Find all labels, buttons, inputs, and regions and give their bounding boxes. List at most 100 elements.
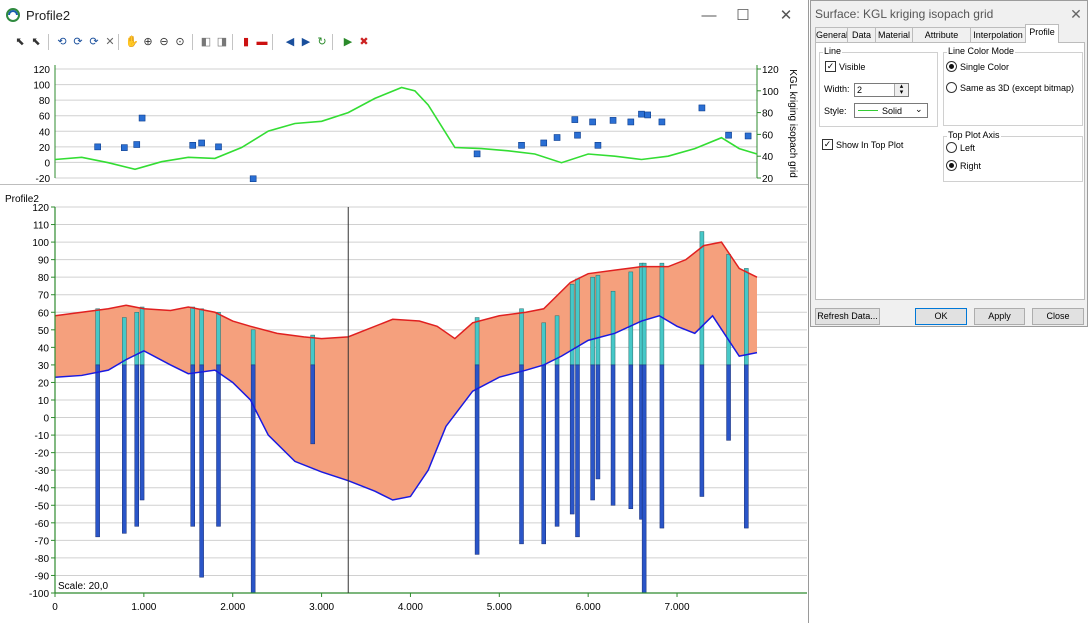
y-left-tick-label: 40: [39, 127, 51, 138]
y-tick-label: -20: [35, 449, 50, 460]
select-multi-icon[interactable]: ⬉: [31, 36, 41, 48]
refresh-data-button[interactable]: Refresh Data...: [815, 308, 880, 325]
drill-hole: [216, 364, 221, 527]
close-button[interactable]: ✕: [779, 7, 793, 24]
show-top-plot-label: Show In Top Plot: [836, 140, 904, 150]
drill-hole: [744, 364, 749, 529]
dialog-close-icon[interactable]: ✕: [1070, 6, 1082, 22]
drill-hole: [628, 271, 634, 366]
y-tick-label: -80: [35, 554, 50, 565]
y-left-tick-label: 60: [39, 112, 51, 123]
drill-hole: [699, 231, 705, 366]
drill-hole: [250, 364, 256, 594]
drill-hole: [199, 364, 204, 578]
show-top-plot-checkbox[interactable]: ✓: [822, 139, 833, 150]
prev-view-icon[interactable]: ◧: [200, 36, 212, 48]
y-tick-label: 10: [38, 396, 50, 407]
drill-hole: [474, 317, 480, 366]
red-line-icon[interactable]: ▬: [256, 36, 268, 48]
y-left-tick-label: 20: [39, 143, 51, 154]
title-bar: Profile2 — ☐ ✕: [0, 0, 808, 32]
drill-add-icon[interactable]: ▶: [343, 36, 353, 48]
left-axis-radio[interactable]: [946, 142, 957, 153]
right-axis-label: KGL kriging isopach grid: [787, 69, 798, 178]
drill-hole: [216, 312, 221, 366]
data-point: [249, 175, 257, 182]
data-point: [589, 118, 596, 126]
toolbar-separator: [48, 34, 49, 50]
maximize-button[interactable]: ☐: [736, 7, 750, 24]
plot-divider[interactable]: [0, 184, 808, 185]
minimize-button[interactable]: —: [701, 7, 717, 24]
drill-hole: [595, 364, 601, 480]
ok-button[interactable]: OK: [915, 308, 967, 325]
x-tick-label: 6.000: [576, 602, 601, 613]
right-axis-radio[interactable]: [946, 160, 957, 171]
y-tick-label: 40: [38, 343, 50, 354]
drill-hole: [628, 364, 634, 510]
zoom-in-icon[interactable]: ⊕: [143, 36, 153, 48]
y-left-tick-label: 0: [44, 158, 50, 169]
apply-button[interactable]: Apply: [974, 308, 1025, 325]
tab-interpolation[interactable]: Interpolation: [970, 27, 1026, 42]
y-tick-label: -90: [35, 571, 50, 582]
left-axis-label: Left: [960, 143, 976, 153]
x-tick-label: 5.000: [487, 602, 512, 613]
same-as-3d-label: Same as 3D (except bitmap): [960, 83, 1075, 93]
pan-hand-icon[interactable]: ✋: [125, 36, 139, 48]
bottom-surface-line: [54, 314, 758, 501]
chevron-down-icon: ⌄: [915, 104, 923, 114]
drill-remove-icon[interactable]: ✖: [359, 36, 369, 48]
same-as-3d-radio[interactable]: [946, 82, 957, 93]
tab-data[interactable]: Data: [847, 27, 876, 42]
y-tick-label: -30: [35, 466, 50, 477]
tab-general[interactable]: General: [815, 27, 848, 42]
data-point: [553, 134, 561, 141]
dialog-title: Surface: KGL kriging isopach grid: [815, 7, 994, 21]
drill-hole: [134, 364, 140, 527]
select-arrow-icon[interactable]: ⬉: [15, 36, 25, 48]
drill-hole: [569, 364, 575, 515]
style-dropdown[interactable]: Solid ⌄: [854, 103, 928, 118]
drill-hole: [590, 364, 595, 501]
zoom-fit-icon[interactable]: ⊙: [175, 36, 185, 48]
data-point: [574, 131, 581, 139]
y-tick-label: 20: [38, 378, 50, 389]
data-point: [540, 139, 548, 147]
toolbar-separator: [232, 34, 233, 50]
drill-hole: [139, 306, 145, 366]
single-color-radio[interactable]: [946, 61, 957, 72]
data-point: [644, 111, 652, 119]
refresh-icon[interactable]: ↻: [317, 36, 327, 48]
y-tick-label: 80: [38, 273, 50, 284]
x-tick-label: 1.000: [131, 602, 156, 613]
width-spinner[interactable]: ▴ ▾: [894, 83, 908, 96]
x-tick-label: 3.000: [309, 602, 334, 613]
tab-material[interactable]: Material: [875, 27, 913, 42]
tab-profile[interactable]: Profile: [1025, 24, 1059, 43]
next-view-icon[interactable]: ◨: [216, 36, 228, 48]
close-dialog-button[interactable]: Close: [1032, 308, 1084, 325]
delete-icon[interactable]: ✕: [105, 36, 115, 48]
nav-left-icon[interactable]: ◀: [285, 36, 295, 48]
data-point: [138, 114, 146, 122]
tab-attribute-grids[interactable]: Attribute Grids: [912, 27, 971, 55]
data-point: [638, 110, 645, 118]
width-value: 2: [857, 85, 863, 95]
visible-checkbox[interactable]: ✓: [825, 61, 836, 72]
rotate-right-icon[interactable]: ⟳: [73, 36, 83, 48]
line-group: [819, 52, 938, 127]
drill-hole: [199, 308, 204, 366]
y-right-tick-label: 60: [762, 130, 774, 141]
zoom-out-icon[interactable]: ⊖: [159, 36, 169, 48]
y-tick-label: -40: [35, 484, 50, 495]
red-marker-icon[interactable]: ▮: [242, 36, 250, 48]
nav-right-icon[interactable]: ▶: [301, 36, 311, 48]
rotate-left-icon[interactable]: ⟲: [57, 36, 67, 48]
drill-hole: [590, 276, 595, 366]
rotate-icon[interactable]: ⟳: [89, 36, 99, 48]
y-left-tick-label: 120: [33, 65, 50, 76]
y-left-tick-label: -20: [36, 174, 51, 182]
width-field[interactable]: 2 ▴ ▾: [854, 83, 909, 97]
drill-hole: [122, 364, 127, 534]
